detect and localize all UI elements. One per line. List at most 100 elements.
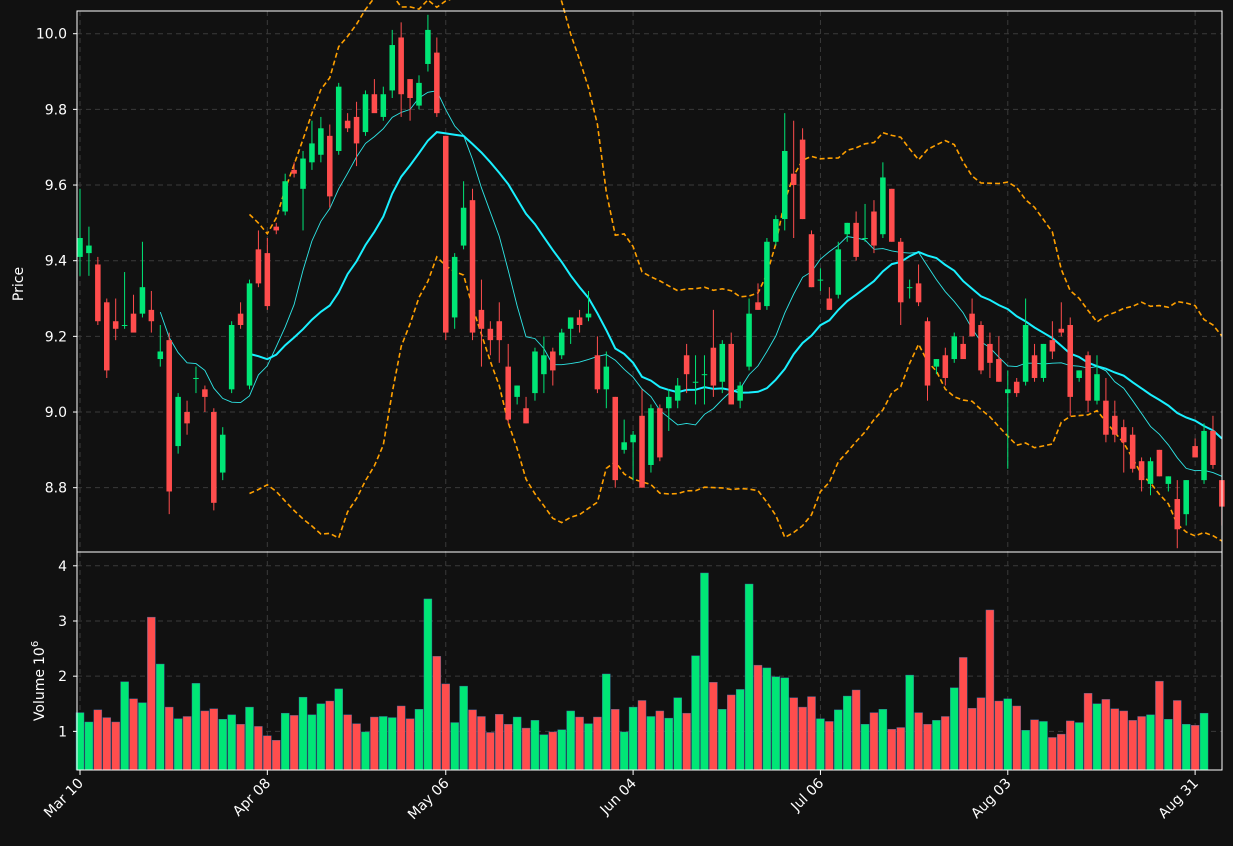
price-panel-background (77, 11, 1222, 552)
candle-body (630, 434, 636, 443)
volume-bar (735, 689, 745, 771)
volume-bar (1110, 708, 1120, 771)
volume-bar (905, 674, 914, 771)
candle-body (1076, 370, 1082, 378)
volume-bar (200, 710, 210, 771)
candle-body (1138, 461, 1145, 481)
volume-bar (173, 718, 183, 771)
candle-body (1049, 340, 1056, 352)
candle-body (603, 366, 610, 390)
volume-bar (512, 716, 522, 771)
volume-bar (1181, 723, 1191, 771)
candle-body (300, 158, 306, 189)
candle-body (130, 313, 137, 333)
candle-body (960, 343, 966, 360)
candle-body (95, 264, 101, 322)
candle-body (505, 366, 511, 420)
candle-body (416, 82, 422, 106)
volume-bar (967, 707, 977, 771)
candle-body (719, 343, 726, 382)
candle-body (692, 381, 699, 383)
volume-bar (280, 712, 290, 771)
candle-body (380, 94, 387, 117)
candle-body (255, 249, 262, 284)
candle-body (1031, 355, 1038, 378)
volume-bar (289, 715, 299, 771)
volume-panel-frame (76, 551, 1223, 771)
candle-body (790, 173, 797, 186)
volume-bar (129, 698, 138, 771)
volume-bar (521, 727, 531, 771)
volume-bar (718, 709, 727, 771)
candle-body (550, 351, 556, 371)
candle-body (880, 177, 886, 235)
volume-bar (405, 718, 415, 771)
candle-body (166, 340, 172, 492)
candle-body (157, 351, 164, 360)
candle-body (710, 347, 717, 386)
candle-body (1183, 480, 1189, 515)
volume-bar (1003, 698, 1012, 771)
volume-bar (896, 727, 905, 771)
candle-body (746, 313, 752, 367)
volume-bar (379, 716, 388, 771)
volume-bar (245, 706, 254, 771)
candle-body (594, 355, 601, 390)
volume-bar (727, 694, 736, 771)
volume-bar (584, 723, 593, 771)
candle-body (121, 325, 128, 327)
volume-bar (842, 695, 852, 771)
volume-bar (352, 723, 361, 771)
volume-bar (673, 697, 682, 771)
candle-body (826, 298, 833, 310)
candle-body (1210, 430, 1216, 465)
volume-bar (628, 706, 638, 771)
volume-bar (138, 702, 147, 771)
candle-body (344, 120, 351, 129)
candle-body (906, 287, 913, 289)
candle-body (442, 135, 449, 333)
candle-body (112, 321, 119, 329)
volume-bar (1119, 710, 1128, 771)
candle-body (1005, 389, 1011, 394)
candle-body (996, 359, 1002, 382)
candle-body (1174, 499, 1181, 530)
volume-tick-label: 1 (58, 724, 67, 740)
volume-bar (816, 718, 825, 771)
volume-bar (1199, 712, 1209, 771)
volume-bar (495, 714, 504, 771)
volume-bar (1021, 730, 1030, 771)
candle-body (193, 377, 199, 379)
volume-bar (825, 721, 834, 771)
candle-body (639, 415, 645, 488)
candle-body (309, 143, 315, 163)
candle-body (558, 332, 565, 356)
candle-body (621, 442, 627, 450)
volume-bar (575, 716, 584, 771)
candle-body (86, 245, 92, 254)
candle-body (844, 222, 850, 235)
candle-body (487, 328, 494, 341)
candle-body (567, 317, 574, 329)
volume-bar (700, 572, 709, 771)
candle-body (327, 135, 333, 197)
volume-bar (1101, 699, 1111, 771)
candle-body (460, 207, 467, 246)
volume-bar (1190, 725, 1200, 771)
candle-body (808, 234, 815, 288)
candle-body (728, 343, 734, 405)
candle-body (246, 283, 253, 386)
candle-body (1129, 434, 1136, 469)
volume-axis-unit: 106 (30, 641, 48, 665)
candle-body (541, 355, 547, 375)
candle-body (933, 359, 940, 367)
volume-bar (477, 716, 486, 771)
candle-body (1013, 381, 1020, 394)
volume-bar (789, 697, 798, 771)
candle-body (407, 79, 413, 99)
volume-bar (1039, 721, 1048, 771)
volume-bar (459, 685, 468, 771)
volume-panel: 1 2 3 4 Volume 106 (30, 551, 1223, 771)
volume-bar (557, 729, 566, 771)
candle-body (228, 325, 235, 390)
